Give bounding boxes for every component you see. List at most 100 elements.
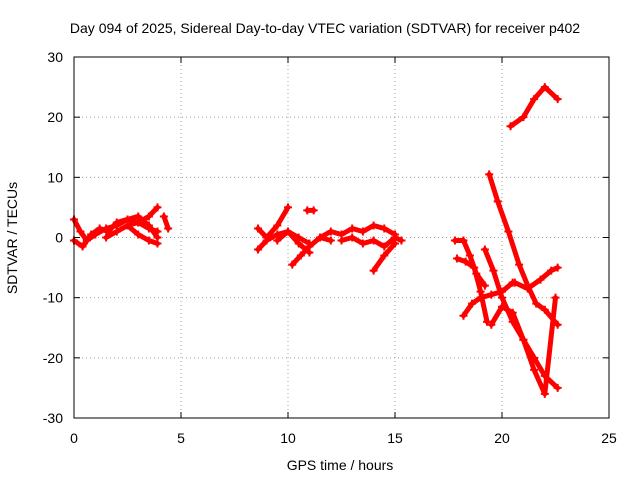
data-point: [153, 203, 162, 212]
data-point: [316, 233, 325, 242]
data-point: [294, 233, 303, 242]
data-point: [459, 236, 468, 245]
data-series: [70, 83, 562, 398]
data-point: [273, 236, 282, 245]
data-point: [380, 251, 389, 260]
data-point: [153, 239, 162, 248]
x-axis-label: GPS time / hours: [287, 457, 394, 473]
x-tick-label: 5: [177, 430, 185, 446]
data-point: [532, 299, 541, 308]
data-point: [540, 389, 549, 398]
y-tick-label: 0: [55, 230, 63, 246]
data-point: [337, 236, 346, 245]
data-point: [504, 227, 513, 236]
data-point: [87, 230, 96, 239]
data-point: [540, 371, 549, 380]
data-point: [530, 95, 539, 104]
data-point: [459, 311, 468, 320]
x-tick-labels: 0 5 10 15 20 25: [70, 430, 617, 446]
chart-title: Day 094 of 2025, Sidereal Day-to-day VTE…: [70, 20, 580, 36]
data-point: [397, 236, 406, 245]
data-point: [515, 260, 524, 269]
data-point: [489, 266, 498, 275]
data-point: [487, 320, 496, 329]
data-point: [465, 251, 474, 260]
data-point: [273, 221, 282, 230]
data-series-4: [125, 223, 160, 246]
data-point: [254, 245, 263, 254]
data-point: [369, 236, 378, 245]
data-point: [547, 266, 556, 275]
y-tick-label: 10: [47, 169, 63, 185]
data-point: [369, 266, 378, 275]
data-point: [530, 353, 539, 362]
data-point: [123, 221, 132, 230]
data-point: [530, 365, 539, 374]
data-point: [540, 305, 549, 314]
data-point: [493, 197, 502, 206]
data-point: [102, 233, 111, 242]
y-tick-label: 30: [47, 49, 63, 65]
data-point: [540, 83, 549, 92]
data-point: [470, 263, 479, 272]
data-point: [553, 383, 562, 392]
data-point: [296, 251, 305, 260]
data-point: [519, 113, 528, 122]
data-point: [134, 230, 143, 239]
data-point: [95, 224, 104, 233]
y-tick-labels: -30 -20 -10 0 10 20 30: [43, 49, 63, 426]
data-point: [144, 221, 153, 230]
data-point: [553, 95, 562, 104]
data-point: [519, 335, 528, 344]
data-point: [498, 293, 506, 302]
data-point: [480, 281, 489, 290]
y-tick-label: -10: [43, 290, 63, 306]
data-point: [326, 236, 335, 245]
data-point: [164, 224, 173, 233]
data-point: [551, 293, 560, 302]
data-point: [112, 218, 121, 227]
data-point: [480, 245, 489, 254]
data-point: [358, 239, 367, 248]
data-point: [468, 299, 477, 308]
data-point: [348, 224, 357, 233]
data-point: [485, 170, 494, 179]
data-point: [358, 227, 367, 236]
data-point: [78, 242, 87, 251]
data-series-16: [461, 280, 516, 319]
data-series-6: [255, 204, 291, 240]
data-point: [309, 206, 318, 215]
data-series-19: [482, 247, 561, 391]
data-point: [510, 278, 519, 287]
data-series-3: [103, 204, 160, 240]
x-tick-label: 25: [601, 430, 617, 446]
data-point: [144, 236, 153, 245]
data-point: [391, 239, 399, 248]
data-point: [450, 236, 459, 245]
data-series-21: [508, 84, 561, 129]
y-tick-label: 20: [47, 109, 63, 125]
data-point: [284, 227, 292, 236]
y-axis-label: SDTVAR / TECUs: [4, 182, 20, 294]
data-point: [380, 242, 389, 251]
data-point: [476, 293, 485, 302]
data-series-8: [274, 229, 312, 246]
data-point: [134, 218, 143, 227]
data-point: [483, 317, 492, 326]
data-point: [487, 290, 496, 299]
x-tick-label: 0: [70, 430, 78, 446]
data-point: [76, 227, 85, 236]
data-point: [369, 221, 378, 230]
data-point: [506, 122, 515, 131]
x-tick-label: 15: [387, 430, 403, 446]
data-point: [288, 260, 297, 269]
data-point: [553, 320, 562, 329]
data-point: [380, 224, 389, 233]
data-point: [348, 233, 357, 242]
axis-ticks: [73, 56, 610, 419]
y-tick-label: -30: [43, 410, 63, 426]
data-point: [262, 236, 271, 245]
data-point: [461, 257, 470, 266]
data-point: [144, 212, 153, 221]
